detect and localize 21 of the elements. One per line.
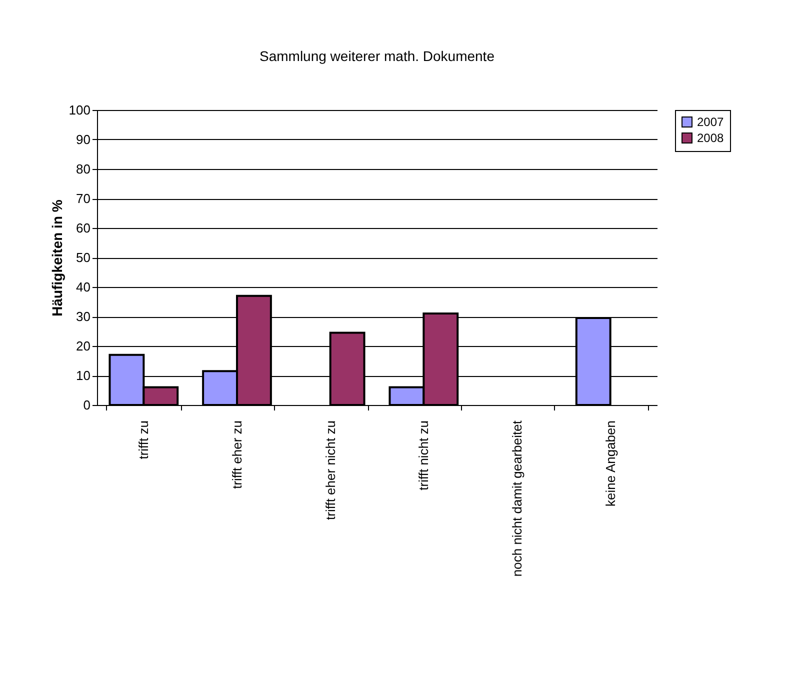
y-tick-label: 80 xyxy=(76,162,90,176)
y-tick-label: 20 xyxy=(76,338,90,354)
x-tick-label: keine Angaben xyxy=(602,420,618,507)
y-tick-label: 70 xyxy=(76,191,90,206)
y-tick-label: 90 xyxy=(76,132,90,147)
x-tick-label: trifft eher nicht zu xyxy=(322,420,338,520)
y-tick-label: 60 xyxy=(76,220,90,236)
y-tick-label: 100 xyxy=(68,102,90,118)
x-tick-label: trifft nicht zu xyxy=(416,420,432,490)
y-tick-label: 50 xyxy=(76,250,90,265)
chart-title: Sammlung weiterer math. Dokumente xyxy=(260,48,495,64)
x-tick-label: trifft eher zu xyxy=(230,420,244,489)
x-tick-label: trifft zu xyxy=(136,420,152,460)
legend-label: 2007 xyxy=(697,115,724,129)
y-tick-label: 0 xyxy=(83,398,90,412)
y-tick-label: 40 xyxy=(76,280,90,294)
y-tick-label: 30 xyxy=(76,309,90,324)
x-tick-label: noch nicht damit gearbeitet xyxy=(510,420,524,577)
y-tick-label: 10 xyxy=(76,368,90,383)
legend-label: 2008 xyxy=(697,131,724,145)
y-axis-title: Häufigkeiten in % xyxy=(48,199,65,316)
